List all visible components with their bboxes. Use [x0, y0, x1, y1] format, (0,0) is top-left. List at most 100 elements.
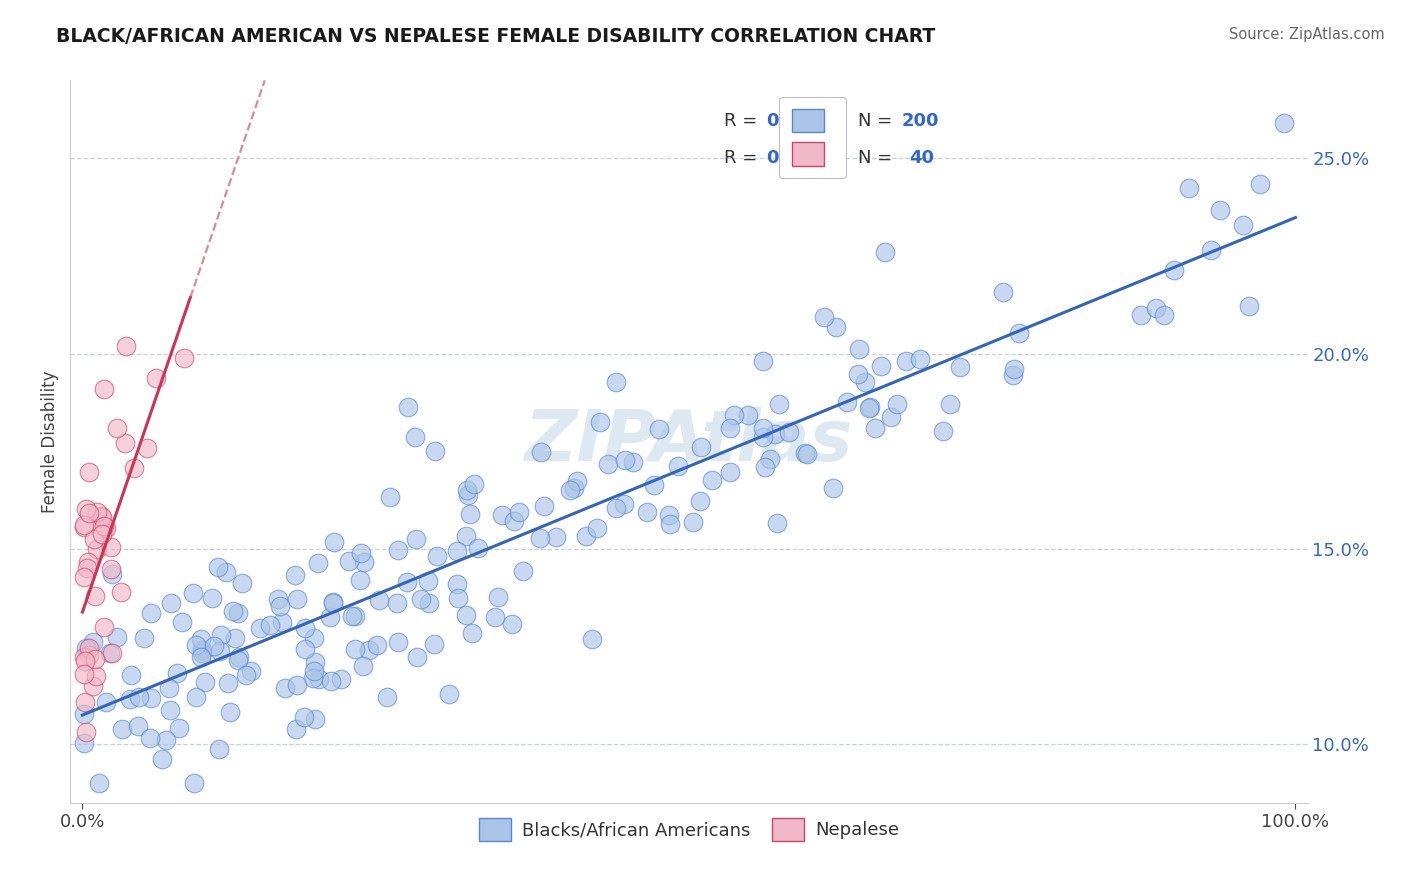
Point	[83, 532, 105, 546]
Point	[387, 635, 409, 649]
Point	[793, 445, 815, 459]
Point	[447, 591, 470, 605]
Point	[105, 421, 128, 435]
Point	[77, 465, 100, 479]
Point	[73, 707, 96, 722]
Point	[122, 460, 145, 475]
Point	[1004, 361, 1026, 376]
Point	[100, 646, 122, 660]
Point	[605, 375, 627, 389]
Point	[486, 590, 509, 604]
Point	[766, 516, 789, 530]
Point	[224, 631, 246, 645]
Point	[285, 592, 308, 607]
Point	[682, 515, 704, 529]
Point	[75, 640, 97, 655]
Point	[330, 673, 353, 687]
Point	[368, 592, 391, 607]
Point	[322, 596, 344, 610]
Point	[194, 675, 217, 690]
Point	[529, 532, 551, 546]
Point	[752, 421, 775, 435]
Point	[155, 732, 177, 747]
Point	[267, 591, 290, 606]
Point	[304, 655, 326, 669]
Point	[284, 567, 307, 582]
Point	[894, 353, 917, 368]
Point	[605, 501, 627, 516]
Text: 200: 200	[901, 112, 939, 130]
Point	[423, 444, 446, 458]
Point	[115, 339, 138, 353]
Point	[689, 440, 711, 454]
Point	[294, 641, 316, 656]
Point	[446, 577, 468, 591]
Point	[863, 421, 886, 435]
Point	[181, 585, 204, 599]
Text: R =: R =	[724, 149, 762, 167]
Point	[823, 481, 845, 495]
Point	[1272, 115, 1295, 129]
Point	[73, 667, 96, 681]
Point	[228, 649, 250, 664]
Point	[222, 604, 245, 618]
Point	[138, 731, 160, 745]
Point	[759, 452, 782, 467]
Point	[100, 540, 122, 554]
Point	[139, 606, 162, 620]
Text: N =: N =	[859, 112, 898, 130]
Point	[139, 691, 162, 706]
Y-axis label: Female Disability: Female Disability	[41, 370, 59, 513]
Point	[128, 690, 150, 705]
Point	[491, 508, 513, 522]
Point	[337, 554, 360, 568]
Point	[796, 448, 818, 462]
Point	[77, 556, 100, 570]
Text: BLACK/AFRICAN AMERICAN VS NEPALESE FEMALE DISABILITY CORRELATION CHART: BLACK/AFRICAN AMERICAN VS NEPALESE FEMAL…	[56, 27, 935, 45]
Point	[908, 352, 931, 367]
Point	[173, 351, 195, 365]
Point	[73, 695, 96, 709]
Point	[385, 596, 408, 610]
Point	[271, 615, 294, 629]
Point	[859, 400, 882, 414]
Point	[512, 564, 534, 578]
Point	[718, 466, 741, 480]
Point	[422, 638, 444, 652]
Point	[166, 665, 188, 680]
Point	[120, 691, 142, 706]
Point	[621, 455, 644, 469]
Point	[366, 638, 388, 652]
Point	[585, 520, 607, 534]
Point	[763, 427, 786, 442]
Point	[96, 695, 118, 709]
Point	[79, 506, 101, 520]
Point	[202, 639, 225, 653]
Point	[643, 478, 665, 492]
Point	[357, 643, 380, 657]
Point	[134, 631, 156, 645]
Text: ZIPAtlas: ZIPAtlas	[524, 407, 853, 476]
Point	[110, 584, 132, 599]
Point	[343, 608, 366, 623]
Point	[454, 529, 477, 543]
Legend: Blacks/African Americans, Nepalese: Blacks/African Americans, Nepalese	[471, 810, 907, 848]
Point	[76, 561, 98, 575]
Point	[304, 712, 326, 726]
Point	[75, 724, 97, 739]
Point	[530, 445, 553, 459]
Point	[307, 557, 329, 571]
Point	[409, 591, 432, 606]
Point	[239, 665, 262, 679]
Point	[1232, 218, 1254, 232]
Point	[1129, 308, 1152, 322]
Point	[589, 415, 612, 429]
Point	[82, 635, 104, 649]
Text: R =: R =	[724, 112, 762, 130]
Point	[418, 574, 440, 589]
Point	[575, 529, 598, 543]
Point	[752, 430, 775, 444]
Point	[873, 245, 896, 260]
Point	[666, 458, 689, 473]
Point	[91, 510, 114, 524]
